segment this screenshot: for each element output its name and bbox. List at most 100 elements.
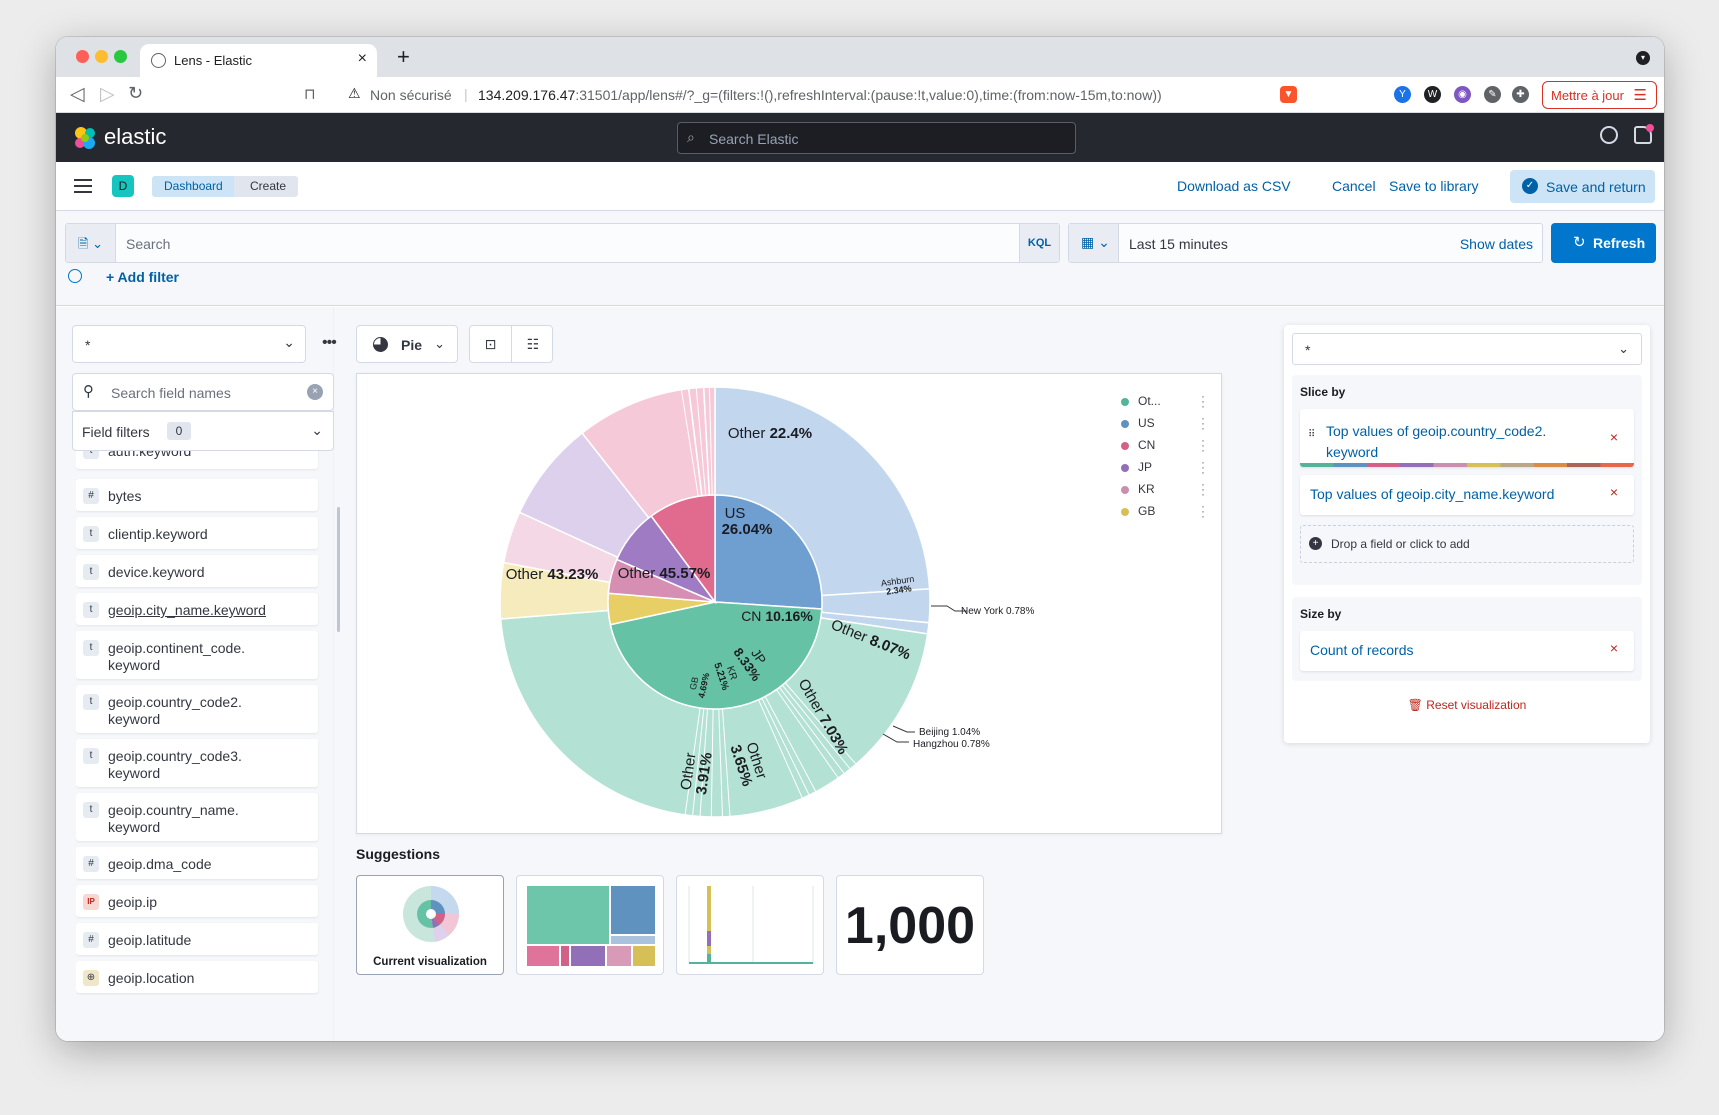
legend-item[interactable]: Ot... · · · — [1121, 389, 1205, 413]
field-item[interactable]: t clientip.keyword — [76, 517, 318, 549]
field-name: geoip.ip — [108, 894, 158, 910]
field-item[interactable]: t geoip.country_code3. keyword — [76, 739, 318, 787]
quick-select-button[interactable]: ▦ ⌄ — [1069, 224, 1119, 262]
field-item[interactable]: ⊕ geoip.location — [76, 961, 318, 993]
legend-item[interactable]: KR · · · — [1121, 477, 1205, 501]
suggestion-bar[interactable] — [676, 875, 824, 975]
inner-slice[interactable] — [650, 494, 716, 605]
field-item[interactable]: t geoip.continent_code. keyword — [76, 631, 318, 679]
save-and-return-button[interactable]: ✓ Save and return — [1510, 170, 1655, 203]
query-input[interactable]: 🗎 ⌄ Search KQL — [65, 223, 1060, 263]
field-filters-label: Field filters — [82, 424, 150, 440]
update-browser-button[interactable]: Mettre à jour ☰ — [1542, 81, 1657, 109]
newsfeed-icon[interactable] — [1634, 126, 1652, 144]
puzzle-icon[interactable]: ✚ — [1512, 86, 1529, 103]
brand-name[interactable]: elastic — [104, 124, 167, 149]
cancel-button[interactable]: Cancel — [1332, 178, 1376, 194]
extension-pen-icon[interactable]: ✎ — [1484, 86, 1501, 103]
address-bar[interactable]: ⚠ Non sécurisé | 134.209.176.47:31501/ap… — [336, 80, 1286, 110]
global-search-input[interactable]: ⌕ Search Elastic — [677, 122, 1076, 154]
browser-tab[interactable]: Lens - Elastic × — [140, 44, 377, 77]
remove-icon[interactable]: × — [1609, 640, 1618, 656]
slice-dimension-city[interactable]: Top values of geoip.city_name.keyword × — [1300, 475, 1634, 515]
field-item[interactable]: t geoip.country_name. keyword — [76, 793, 318, 841]
size-by-group: Size by Count of records × — [1292, 597, 1642, 681]
index-pattern-select[interactable]: * ⌄ — [72, 325, 306, 363]
layer-index-select[interactable]: * ⌄ — [1292, 333, 1642, 365]
clear-icon[interactable]: × — [307, 384, 323, 400]
field-item[interactable]: IP geoip.ip — [76, 885, 318, 917]
legend-settings-icon[interactable]: ☷ — [526, 336, 540, 352]
back-icon[interactable]: ◁ — [70, 84, 85, 105]
field-item[interactable]: # geoip.latitude — [76, 923, 318, 955]
breadcrumb-dashboard[interactable]: Dashboard — [152, 176, 235, 197]
field-filters-button[interactable]: Field filters 0 ⌄ — [72, 411, 334, 451]
slice-dimension-country[interactable]: ⠿ Top values of geoip.country_code2. key… — [1300, 409, 1634, 467]
legend-item[interactable]: CN · · · — [1121, 433, 1205, 457]
field-item[interactable]: t device.keyword — [76, 555, 318, 587]
remove-icon[interactable]: × — [1609, 429, 1618, 445]
extension-purple-icon[interactable]: ◉ — [1454, 86, 1471, 103]
legend-action-icon[interactable]: · · · — [1201, 499, 1205, 523]
notification-dot — [1646, 124, 1654, 132]
drag-handle-icon[interactable]: ⠿ — [1308, 429, 1316, 440]
bookmark-icon[interactable]: ⊓ — [304, 86, 316, 103]
minimize-window-button[interactable] — [95, 50, 108, 63]
space-avatar[interactable]: D — [112, 175, 134, 197]
download-csv-button[interactable]: Download as CSV — [1177, 178, 1291, 194]
legend-item[interactable]: JP · · · — [1121, 455, 1205, 479]
save-to-library-button[interactable]: Save to library — [1389, 178, 1479, 194]
suggestion-metric[interactable]: 1,000 — [836, 875, 984, 975]
forward-icon[interactable]: ▷ — [100, 84, 115, 105]
new-tab-button[interactable]: + — [397, 44, 410, 69]
extension-w-icon[interactable]: W — [1424, 86, 1441, 103]
legend-action-icon[interactable]: · · · — [1201, 455, 1205, 479]
date-picker[interactable]: ▦ ⌄ Last 15 minutes Show dates — [1068, 223, 1543, 263]
remove-icon[interactable]: × — [1609, 484, 1618, 500]
close-tab-icon[interactable]: × — [357, 50, 367, 67]
saved-query-button[interactable]: 🗎 ⌄ — [66, 224, 116, 262]
elastic-logo-icon[interactable] — [72, 125, 98, 151]
inner-slice[interactable] — [609, 601, 823, 710]
show-dates-button[interactable]: Show dates — [1459, 236, 1533, 252]
legend-action-icon[interactable]: · · · — [1201, 433, 1205, 457]
field-item[interactable]: # geoip.dma_code — [76, 847, 318, 879]
field-search-input[interactable]: ⚲ Search field names × — [72, 373, 334, 411]
callout-hangzhou: Hangzhou 0.78% — [913, 739, 990, 750]
field-list-scrollbar[interactable] — [337, 507, 340, 632]
time-range-label[interactable]: Last 15 minutes — [1129, 236, 1228, 252]
field-name: geoip.dma_code — [108, 856, 212, 872]
suggestion-current[interactable]: Current visualization — [356, 875, 504, 975]
chart-type-select[interactable]: Pie ⌄ — [356, 325, 458, 363]
suggestion-treemap[interactable] — [516, 875, 664, 975]
close-window-button[interactable] — [76, 50, 89, 63]
field-item[interactable]: # bytes — [76, 479, 318, 511]
kql-language-button[interactable]: KQL — [1019, 224, 1059, 262]
field-item[interactable]: t geoip.country_code2. keyword — [76, 685, 318, 733]
more-options-icon[interactable]: ••• — [322, 334, 337, 351]
legend-action-icon[interactable]: · · · — [1201, 477, 1205, 501]
add-filter-button[interactable]: + Add filter — [106, 269, 179, 285]
legend-item[interactable]: GB · · · — [1121, 499, 1205, 523]
labels-settings-icon[interactable]: ⊡ — [470, 326, 512, 362]
maximize-window-button[interactable] — [114, 50, 127, 63]
pie-chart[interactable]: US 26.04%Other 45.57%CN 10.16%JP8.33%KR5.… — [357, 374, 1223, 835]
add-dimension-dropzone[interactable]: + Drop a field or click to add — [1300, 525, 1634, 563]
tab-search-icon[interactable]: ▾ — [1636, 51, 1650, 65]
filter-options-icon[interactable] — [68, 269, 82, 283]
legend-item[interactable]: US · · · — [1121, 411, 1205, 435]
global-search-placeholder: Search Elastic — [709, 131, 799, 147]
legend-action-icon[interactable]: · · · — [1201, 411, 1205, 435]
reload-icon[interactable]: ↻ — [128, 83, 144, 103]
size-dimension[interactable]: Count of records × — [1300, 631, 1634, 671]
legend-action-icon[interactable]: · · · — [1201, 389, 1205, 413]
extension-y-icon[interactable]: Y — [1394, 86, 1411, 103]
field-item[interactable]: t auth.keyword — [76, 451, 318, 469]
refresh-button[interactable]: ↻ Refresh — [1551, 223, 1656, 263]
field-item[interactable]: t geoip.city_name.keyword — [76, 593, 318, 625]
help-icon[interactable] — [1600, 126, 1618, 144]
inner-slice[interactable] — [714, 494, 823, 610]
reset-visualization-button[interactable]: 🗑 Reset visualization — [1284, 698, 1650, 712]
menu-icon[interactable] — [74, 179, 92, 197]
brave-shield-icon[interactable]: ▼ — [1280, 86, 1297, 103]
